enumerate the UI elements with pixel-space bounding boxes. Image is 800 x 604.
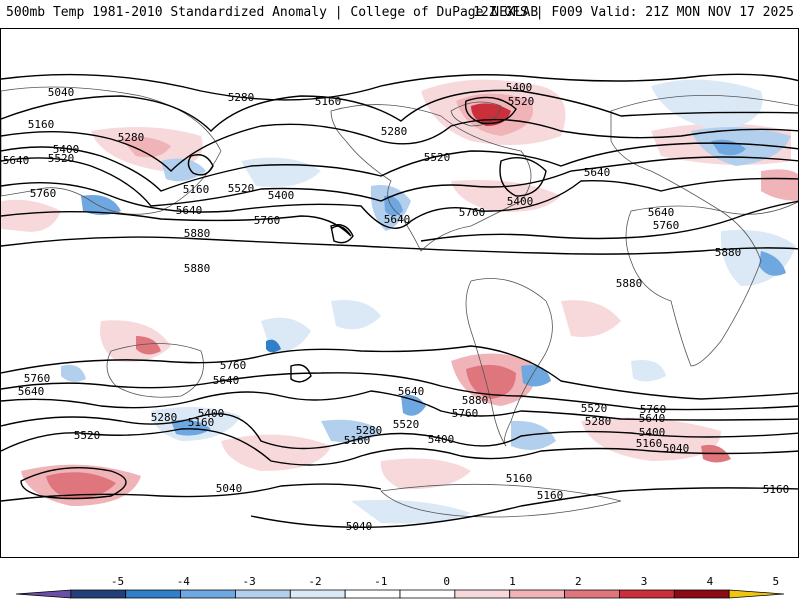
cool-anomaly-shading xyxy=(61,79,796,524)
color-scale-segment xyxy=(619,589,675,599)
contour-label: 5760 xyxy=(24,372,51,385)
contour-label: 5400 xyxy=(507,195,534,208)
color-scale-tick-label: 0 xyxy=(443,575,450,588)
contour-label: 5160 xyxy=(183,183,210,196)
color-scale-tick-label: -3 xyxy=(243,575,256,588)
contour-label: 5520 xyxy=(228,182,255,195)
run-info: 12Z GFS | F009 Valid: 21Z MON NOV 17 202… xyxy=(473,5,794,20)
color-scale-tick-label: 2 xyxy=(575,575,582,588)
color-scale-segment xyxy=(454,589,511,599)
color-scale-segment xyxy=(15,589,72,599)
contour-label: 5280 xyxy=(151,411,178,424)
color-scale-segment xyxy=(509,589,565,599)
contour-label: 5040 xyxy=(346,520,373,533)
contour-label: 5640 xyxy=(3,154,30,167)
color-scale-tick-label: 1 xyxy=(509,575,516,588)
contour-label: 5160 xyxy=(763,483,790,496)
color-scale-segment xyxy=(180,589,236,599)
contour-label: 5400 xyxy=(268,189,295,202)
contour-label: 5760 xyxy=(452,407,479,420)
contour-label: 5760 xyxy=(640,403,667,416)
contour-label: 5640 xyxy=(213,374,240,387)
contour-label: 5520 xyxy=(581,402,608,415)
color-scale-segment xyxy=(235,589,291,599)
color-scale-tick-label: 5 xyxy=(772,575,779,588)
contour-label: 5160 xyxy=(537,489,564,502)
contour-label: 5640 xyxy=(584,166,611,179)
contour-label: 5400 xyxy=(639,426,666,439)
contour-label: 5520 xyxy=(74,429,101,442)
contour-label: 5040 xyxy=(663,442,690,455)
contour-label: 5040 xyxy=(216,482,243,495)
color-scale-segment xyxy=(399,589,456,599)
contour-label: 5160 xyxy=(506,472,533,485)
color-scale-tick-label: -4 xyxy=(177,575,191,588)
contour-label: 5520 xyxy=(424,151,451,164)
contour-label: 5880 xyxy=(462,394,489,407)
map-canvas: 5040 5160 5280 5400 5520 5640 5760 5160 … xyxy=(1,73,798,533)
contour-label: 5280 xyxy=(356,424,383,437)
contour-label: 5880 xyxy=(715,246,742,259)
color-scale-segment xyxy=(70,589,127,599)
contour-label: 5280 xyxy=(381,125,408,138)
coastlines xyxy=(1,86,798,518)
color-scale-tick-label: -1 xyxy=(374,575,387,588)
height-contours xyxy=(1,73,798,528)
color-scale-tick-label: -2 xyxy=(308,575,321,588)
contour-label: 5400 xyxy=(198,407,225,420)
contour-labels: 5040 5160 5280 5400 5520 5640 5760 5160 … xyxy=(3,81,790,533)
contour-label: 5640 xyxy=(176,204,203,217)
color-scale-tick-label: 4 xyxy=(707,575,714,588)
contour-label: 5640 xyxy=(384,213,411,226)
contour-label: 5640 xyxy=(18,385,45,398)
contour-label: 5280 xyxy=(228,91,255,104)
contour-label: 5880 xyxy=(616,277,643,290)
color-scale-segment xyxy=(728,589,785,599)
contour-label: 5280 xyxy=(118,131,145,144)
contour-label: 5640 xyxy=(648,206,675,219)
contour-label: 5160 xyxy=(636,437,663,450)
color-scale-tick-label: 3 xyxy=(641,575,648,588)
contour-label: 5160 xyxy=(344,434,371,447)
contour-label: 5640 xyxy=(639,412,666,425)
contour-label: 5160 xyxy=(315,95,342,108)
color-scale-segment xyxy=(289,589,346,599)
contour-label: 5760 xyxy=(653,219,680,232)
contour-label: 5760 xyxy=(459,206,486,219)
contour-label: 5040 xyxy=(48,86,75,99)
contour-label: 5400 xyxy=(428,433,455,446)
contour-label: 5160 xyxy=(28,118,55,131)
contour-label: 5760 xyxy=(220,359,247,372)
contour-label: 5520 xyxy=(508,95,535,108)
contour-label: 5280 xyxy=(585,415,612,428)
color-scale-segment xyxy=(125,589,181,599)
map-title: 500mb Temp 1981-2010 Standardized Anomal… xyxy=(6,5,539,20)
contour-label: 5760 xyxy=(30,187,57,200)
contour-label: 5880 xyxy=(184,262,211,275)
color-scale-segment xyxy=(564,589,620,599)
color-scale-tick-label: -5 xyxy=(111,575,124,588)
contour-label: 5160 xyxy=(188,416,215,429)
color-scale-segment xyxy=(344,589,401,599)
contour-label: 5520 xyxy=(48,152,75,165)
contour-label: 5640 xyxy=(398,385,425,398)
contour-label: 5400 xyxy=(506,81,533,94)
contour-label: 5880 xyxy=(184,227,211,240)
color-scale-svg: -5 -4 -3 -2 -1 0 1 2 3 4 5 xyxy=(15,575,785,599)
contour-label: 5520 xyxy=(393,418,420,431)
color-scale-bar: -5 -4 -3 -2 -1 0 1 2 3 4 5 xyxy=(0,570,800,600)
anomaly-map: 5040 5160 5280 5400 5520 5640 5760 5160 … xyxy=(0,28,799,558)
color-scale-segment xyxy=(673,589,730,599)
contour-label: 5760 xyxy=(254,214,281,227)
contour-label: 5400 xyxy=(53,143,80,156)
